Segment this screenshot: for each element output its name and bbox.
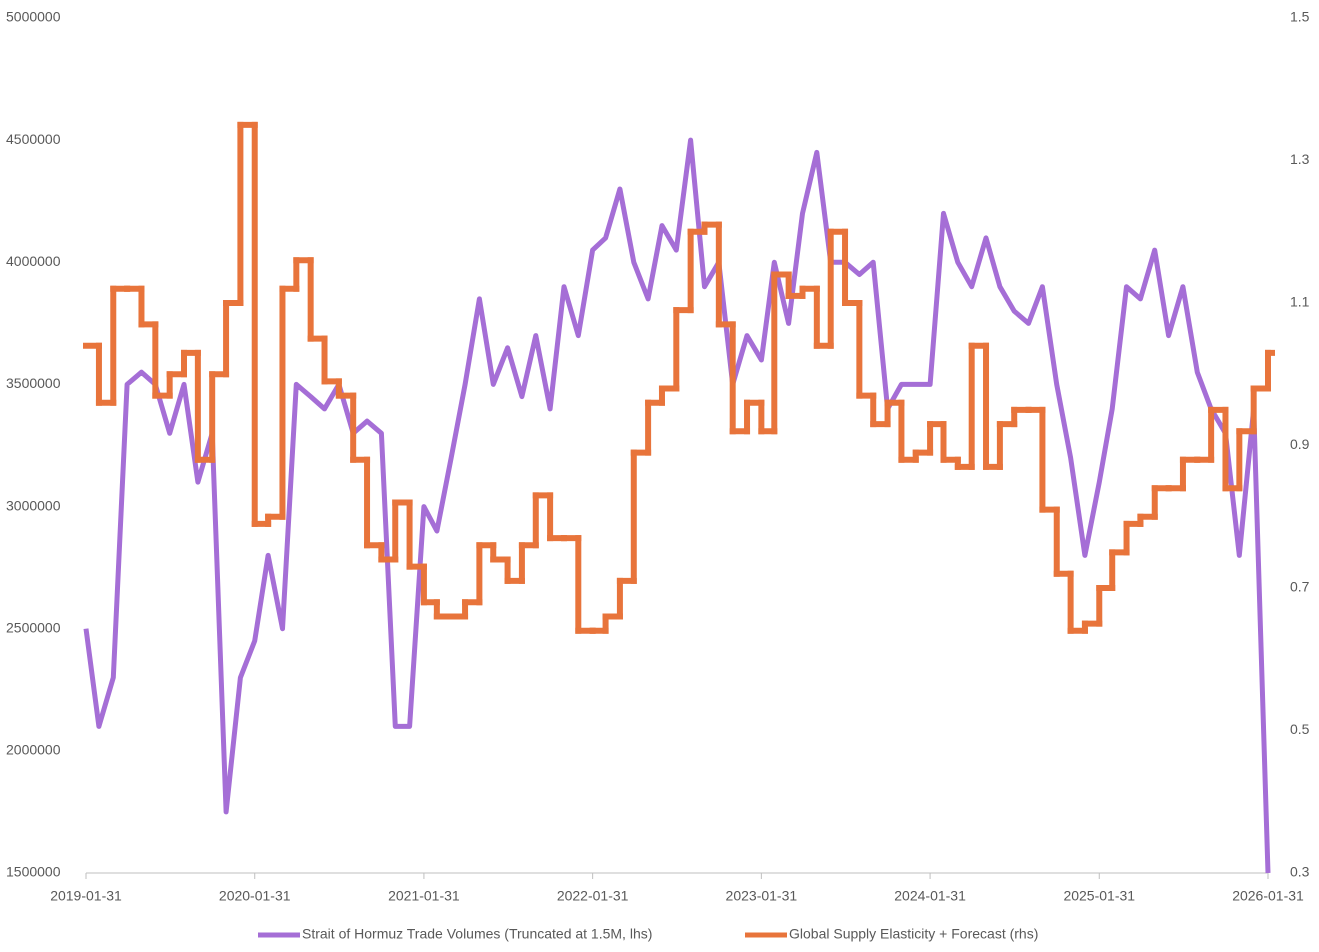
series-line bbox=[83, 137, 1271, 874]
y2-tick-label: 0.7 bbox=[1290, 579, 1310, 595]
x-tick-label: 2026-01-31 bbox=[1232, 888, 1304, 904]
y-tick-label: 4000000 bbox=[6, 253, 61, 269]
y2-tick-label: 1.5 bbox=[1290, 9, 1310, 25]
y-tick-label: 5000000 bbox=[6, 9, 61, 25]
x-tick-label: 2024-01-31 bbox=[894, 888, 966, 904]
x-tick-label: 2020-01-31 bbox=[219, 888, 291, 904]
y-tick-label: 1500000 bbox=[6, 864, 61, 880]
y-tick-label: 2500000 bbox=[6, 619, 61, 635]
legend-label: Strait of Hormuz Trade Volumes (Truncate… bbox=[302, 926, 652, 942]
y-tick-label: 2000000 bbox=[6, 742, 61, 758]
y2-tick-label: 1.1 bbox=[1290, 294, 1310, 310]
y2-tick-label: 1.3 bbox=[1290, 151, 1310, 167]
y2-tick-label: 0.5 bbox=[1290, 721, 1310, 737]
y-tick-label: 3000000 bbox=[6, 497, 61, 513]
y-tick-label: 3500000 bbox=[6, 375, 61, 391]
y-tick-label: 4500000 bbox=[6, 131, 61, 147]
x-tick-label: 2022-01-31 bbox=[557, 888, 629, 904]
legend-label: Global Supply Elasticity + Forecast (rhs… bbox=[789, 926, 1038, 942]
x-tick-label: 2023-01-31 bbox=[726, 888, 798, 904]
x-tick-label: 2025-01-31 bbox=[1063, 888, 1135, 904]
x-tick-label: 2021-01-31 bbox=[388, 888, 460, 904]
y2-tick-label: 0.9 bbox=[1290, 436, 1310, 452]
x-tick-label: 2019-01-31 bbox=[50, 888, 122, 904]
y2-tick-label: 0.3 bbox=[1290, 864, 1310, 880]
